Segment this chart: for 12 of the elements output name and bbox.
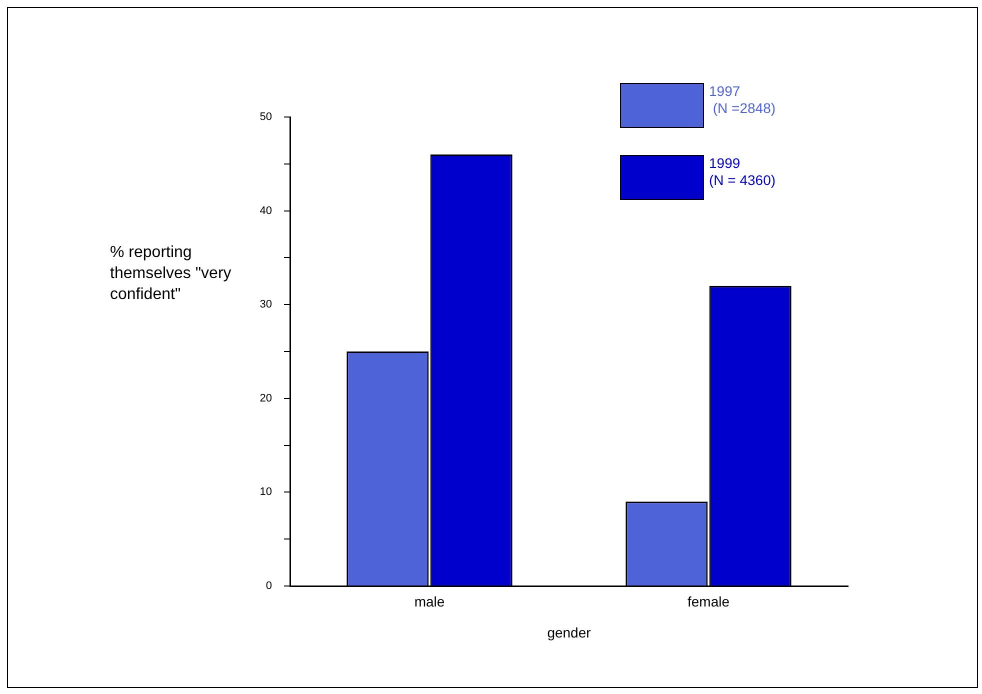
legend-item: 1999 (N = 4360) [620, 155, 776, 200]
x-axis-title: gender [547, 624, 592, 640]
legend-item: 1997 (N =2848) [620, 83, 776, 128]
y-tick-label: 30 [260, 298, 272, 311]
y-tick-label: 50 [260, 111, 272, 124]
y-tick-label: 40 [260, 204, 272, 217]
y-tick-label: 0 [266, 580, 272, 592]
x-tick-label: female [687, 593, 730, 610]
y-tick-label: 10 [260, 486, 272, 498]
y-axis-title: % reporting themselves "very confident" [110, 243, 232, 305]
x-tick-label: male [414, 593, 445, 610]
y-tick-label: 20 [260, 392, 272, 404]
